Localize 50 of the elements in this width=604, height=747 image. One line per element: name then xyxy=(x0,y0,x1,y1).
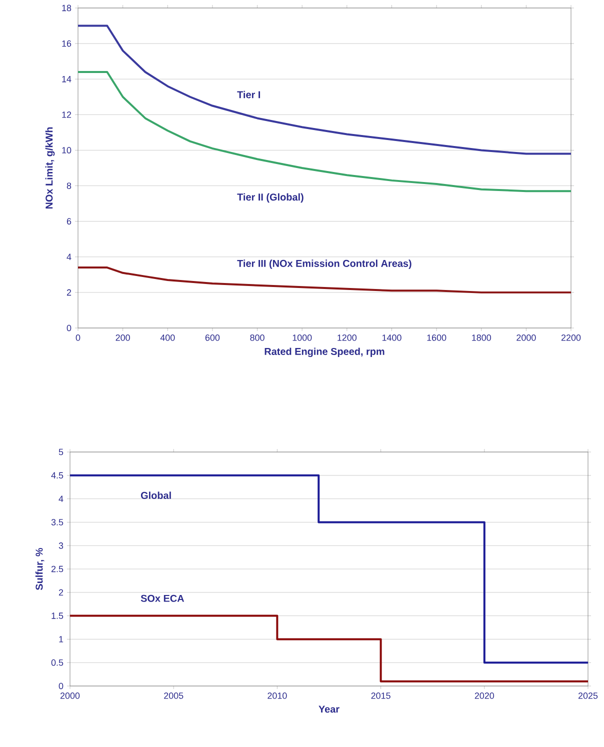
y-tick-label: 2 xyxy=(66,289,72,296)
x-tick-label: 2000 xyxy=(60,692,80,699)
text: Tier II (Global) xyxy=(237,193,304,203)
y-tick-label: 4 xyxy=(66,254,72,260)
y-tick-label: 8 xyxy=(66,182,72,189)
y-tick-label: 0.5 xyxy=(51,659,64,666)
y-tick-label: 10 xyxy=(62,147,72,154)
series-label: Global xyxy=(140,492,171,499)
x-tick-label: 1000 xyxy=(292,334,312,341)
x-tick-label: 0 xyxy=(76,334,80,341)
series-label: SOx ECA xyxy=(140,594,184,602)
x-tick-label: 2010 xyxy=(268,692,287,699)
series-label: Tier I xyxy=(237,90,260,98)
y-tick-label: 5 xyxy=(58,448,64,456)
x-tick-label: 1200 xyxy=(338,334,357,341)
x-tick-label: 600 xyxy=(205,334,220,341)
y-tick-label: 1.5 xyxy=(52,612,64,619)
y-tick-label: 0 xyxy=(66,324,72,332)
line-series xyxy=(77,70,572,192)
x-tick-label: 2000 xyxy=(516,334,536,341)
x-tick-label: 1400 xyxy=(382,334,402,341)
x-tick-label: 1600 xyxy=(427,334,446,341)
line-series xyxy=(77,24,572,155)
x-tick-label: 2005 xyxy=(164,692,184,699)
y-tick-label: 0 xyxy=(58,682,64,690)
y-tick-label: 1 xyxy=(59,636,64,642)
y-tick-label: 12 xyxy=(62,112,72,118)
y-tick-label: 2.5 xyxy=(51,566,64,572)
y-tick-label: 3 xyxy=(58,542,64,549)
y-tick-label: 4.5 xyxy=(51,472,64,479)
x-tick-label: 400 xyxy=(160,334,175,341)
y-tick-label: 2 xyxy=(58,589,64,596)
y-tick-label: 18 xyxy=(62,4,72,12)
x-tick-label: 800 xyxy=(250,334,264,341)
x-tick-label: 2025 xyxy=(578,692,598,699)
y-tick-label: 3.5 xyxy=(51,519,64,526)
x-tick-label: 2200 xyxy=(561,334,581,341)
x-tick-label: 1800 xyxy=(472,334,491,341)
y-axis-title: NOx Limit, g/kWh xyxy=(45,127,55,209)
x-tick-label: 2020 xyxy=(474,692,494,699)
x-tick-label: 2015 xyxy=(371,692,390,699)
y-axis-title: Sulfur, % xyxy=(35,548,44,590)
series-label: Tier III (NOx Emission Control Areas) xyxy=(237,260,412,269)
x-tick-label: 200 xyxy=(116,334,130,341)
x-axis-title: Rated Engine Speed, rpm xyxy=(264,348,384,358)
y-tick-label: 4 xyxy=(58,496,64,502)
y-tick-label: 6 xyxy=(66,218,72,225)
y-tick-label: 14 xyxy=(62,76,72,82)
y-tick-label: 16 xyxy=(62,40,72,47)
x-axis-title: Year xyxy=(318,706,340,713)
